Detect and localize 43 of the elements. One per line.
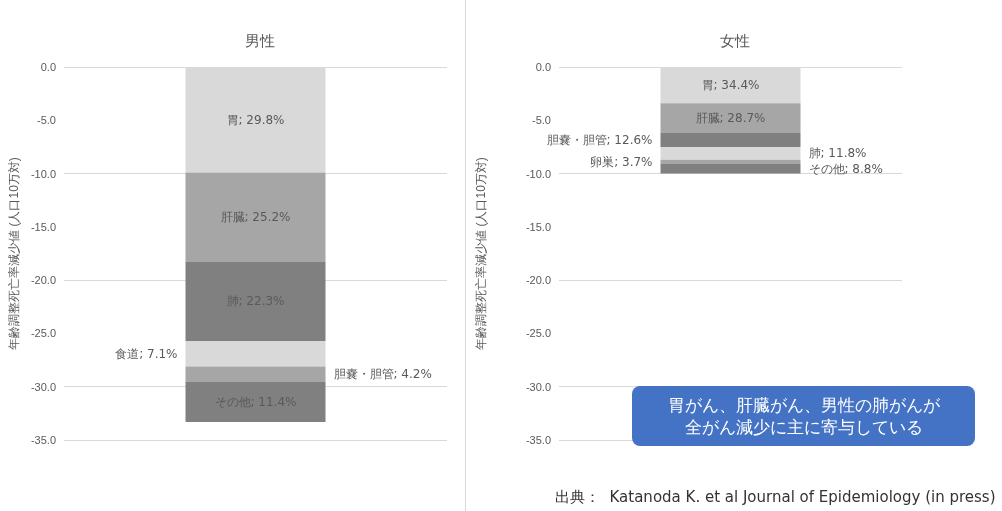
y-tick-label: -25.0 [525,327,551,340]
annotation: 胃がん、肝臓がん、男性の肺がんが全がん減少に主に寄与している [666,394,941,438]
y-tick-label: 0.0 [40,61,56,73]
bar [660,103,801,134]
annotation: 卵巣; 3.7% [590,154,653,169]
bar [660,133,801,147]
source-note: 出典： Katanoda K. et al Journal of Epidemiology (in press) [555,488,996,507]
y-tick-label: -10.0 [30,167,56,180]
callout-box: 胃がん、肝臓がん、男性の肺がんが全がん減少に主に寄与している [632,386,975,446]
y-tick-label: -35.0 [30,434,56,446]
y-tick-label: -20.0 [525,274,551,287]
annotation: その他; 8.8% [808,161,883,176]
y-tick-label: -10.0 [525,167,551,180]
chart-title: 男性 [244,32,275,49]
annotation: 胆嚢・胆管; 4.2% [333,366,432,381]
y-tick-label: -5.0 [532,114,551,127]
annotation: 胃; 34.4% [701,78,760,93]
y-tick-label: -15.0 [30,220,56,233]
y-tick-label: -25.0 [30,327,56,340]
annotation: 肝臓; 25.2% [220,210,291,225]
bar [185,340,326,367]
annotation: 肝臓; 28.7% [695,111,766,126]
annotation: 肺; 11.8% [808,146,867,161]
annotation: 食道; 7.1% [115,346,178,361]
annotation: 胃; 29.8% [226,112,285,127]
bar [660,159,801,164]
bar [185,262,326,341]
y-axis-title: 年齢調整死亡率減少値 (人口10万対) [7,157,21,350]
bar [185,366,326,382]
bar [660,163,801,174]
y-tick-label: -35.0 [525,434,551,446]
y-tick-label: -15.0 [525,220,551,233]
chart-title: 女性 [719,32,750,49]
y-axis-title: 年齢調整死亡率減少値 (人口10万対) [474,157,488,350]
y-tick-label: -5.0 [37,114,56,127]
y-tick-label: -30.0 [525,380,551,393]
annotation: 胆嚢・胆管; 12.6% [546,133,653,147]
bar [185,381,326,422]
bar [185,172,326,263]
y-tick-label: 0.0 [535,61,551,73]
y-tick-label: -30.0 [30,380,56,393]
bar [660,146,801,160]
y-tick-label: -20.0 [30,274,56,287]
